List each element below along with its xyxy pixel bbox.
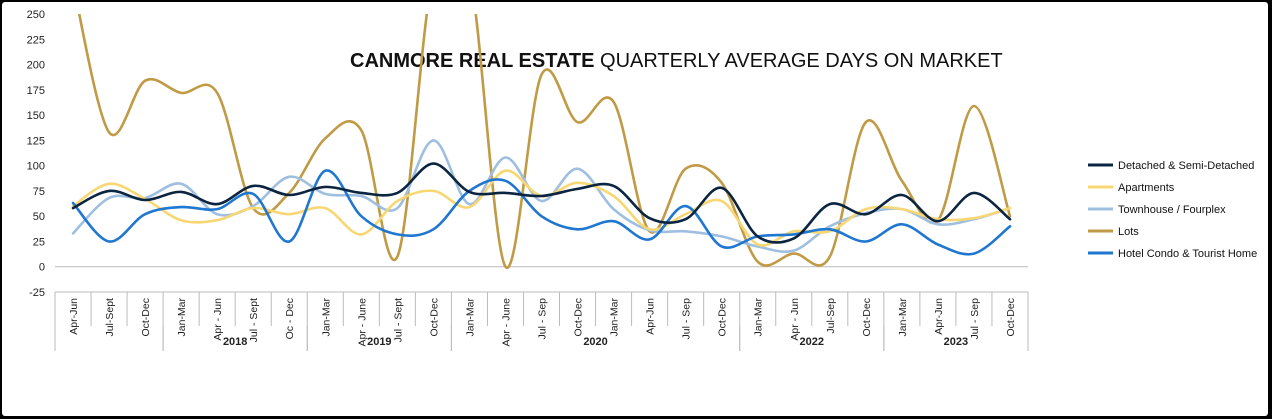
x-axis: Apr-Jun Jul-Sept Oct-Dec Jan-Mar Apr - Jun Ju… (54, 266, 1029, 351)
x-tick-label: Jan-Mar (897, 298, 909, 337)
x-tick-label: Jul-Sep (825, 298, 837, 334)
legend-label: Apartments (1118, 182, 1175, 194)
series-lines (71, 14, 1012, 269)
legend-label: Lots (1118, 226, 1139, 238)
x-tick-label: Apr - Jun (212, 298, 224, 341)
y-tick-label: 125 (27, 135, 45, 147)
series-line-apartments (71, 169, 1012, 247)
x-tick-label: Apr-Jun (645, 298, 657, 335)
x-tick-label: Jan-Mar (464, 298, 476, 337)
year-label: 2018 (223, 336, 247, 348)
x-tick-label: Jan-Mar (176, 298, 188, 337)
x-tick-label: Jan-Mar (320, 298, 332, 337)
y-tick-label: -25 (29, 287, 45, 299)
year-label: 2020 (583, 336, 607, 348)
y-tick-label: 50 (33, 211, 45, 223)
legend-label: Hotel Condo & Tourist Home (1118, 248, 1257, 260)
x-tick-label: Apr - June (356, 298, 368, 347)
y-tick-label: 250 (27, 9, 45, 21)
x-tick-label: Apr-Jun (933, 298, 945, 335)
y-tick-label: 225 (27, 34, 45, 46)
x-tick-label: Jul - Sep (537, 298, 549, 340)
y-tick-label: 75 (33, 186, 45, 198)
x-tick-label: Oct-Dec (1005, 298, 1017, 337)
series-line-detached-semi-detached (71, 162, 1012, 244)
x-tick-label: Oct-Dec (573, 298, 585, 337)
year-label: 2019 (367, 336, 391, 348)
x-tick-label: Apr - June (500, 298, 512, 347)
series-line-lots (77, 14, 1012, 269)
chart-title-rest: QUARTERLY AVERAGE DAYS ON MARKET (594, 50, 1002, 72)
x-tick-label: Jul-Sept (104, 298, 116, 337)
chart-title: CANMORE REAL ESTATE QUARTERLY AVERAGE DA… (350, 50, 1003, 72)
x-tick-label: Oct-Dec (717, 298, 729, 337)
year-label: 2022 (800, 336, 824, 348)
y-tick-label: 200 (27, 60, 45, 72)
x-tick-label: Jul - Sept (392, 298, 404, 342)
series-line-hotel-condo-tourist-home (71, 169, 1012, 256)
y-tick-label: 175 (27, 85, 45, 97)
y-tick-label: 25 (33, 236, 45, 248)
x-tick-label: Oct-Dec (861, 298, 873, 337)
x-tick-label: Jul - Sep (681, 298, 693, 340)
x-tick-label: Apr - Jun (789, 298, 801, 341)
x-tick-label: Jan-Mar (609, 298, 621, 337)
y-tick-label: 150 (27, 110, 45, 122)
x-tick-label: Jul - Sep (969, 298, 981, 340)
legend-label: Townhouse / Fourplex (1118, 204, 1226, 216)
x-tick-label: Jan-Mar (753, 298, 765, 337)
x-tick-label: Oct-Dec (428, 298, 440, 337)
legend: Detached & Semi-Detached Apartments Townho… (1088, 160, 1257, 260)
y-tick-label: 0 (39, 262, 45, 274)
x-tick-label: Apr-Jun (68, 298, 80, 335)
y-axis: -25 0 25 50 75 100 125 150 175 200 225 250 (27, 9, 45, 299)
legend-label: Detached & Semi-Detached (1118, 160, 1254, 172)
y-tick-label: 100 (27, 161, 45, 173)
x-tick-label: Jul - Sept (248, 298, 260, 342)
chart-title-bold: CANMORE REAL ESTATE (350, 50, 594, 72)
year-label: 2023 (944, 336, 968, 348)
x-tick-label: Oc - Dec (284, 298, 296, 339)
x-tick-label: Oct-Dec (140, 298, 152, 337)
